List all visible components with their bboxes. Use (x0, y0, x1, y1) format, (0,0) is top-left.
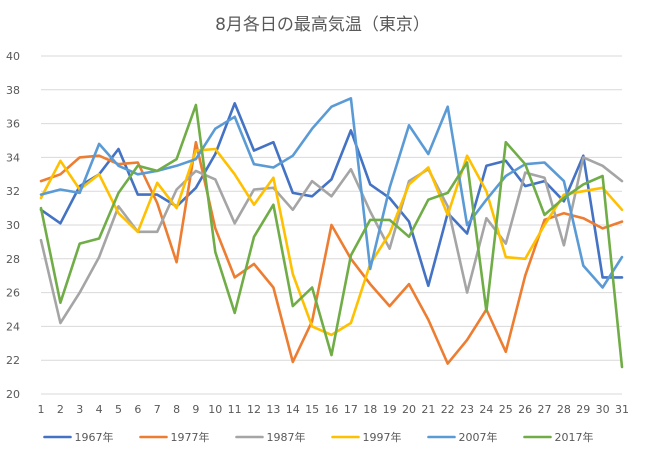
x-tick-label: 26 (518, 403, 532, 416)
x-tick-label: 1 (38, 403, 45, 416)
legend-label: 1977年 (171, 430, 210, 444)
x-tick-label: 20 (402, 403, 416, 416)
x-tick-label: 21 (421, 403, 435, 416)
chart-title: 8月各日の最高気温（東京） (215, 15, 430, 35)
y-tick-label: 26 (6, 287, 20, 300)
x-tick-label: 30 (596, 403, 610, 416)
x-tick-label: 19 (383, 403, 397, 416)
legend-label: 2017年 (555, 430, 594, 444)
y-tick-label: 20 (6, 388, 20, 401)
x-tick-label: 22 (441, 403, 455, 416)
x-tick-label: 27 (538, 403, 552, 416)
series-line-3 (39, 147, 624, 337)
y-tick-label: 24 (6, 320, 20, 333)
y-tick-label: 40 (6, 50, 20, 63)
x-tick-label: 18 (363, 403, 377, 416)
x-tick-label: 4 (96, 403, 103, 416)
x-tick-label: 15 (305, 403, 319, 416)
x-tick-label: 8 (173, 403, 180, 416)
y-tick-label: 28 (6, 253, 20, 266)
y-tick-label: 36 (6, 118, 20, 131)
x-tick-label: 14 (286, 403, 300, 416)
y-tick-label: 22 (6, 354, 20, 367)
legend-label: 1967年 (75, 430, 114, 444)
x-tick-label: 29 (576, 403, 590, 416)
x-tick-label: 5 (115, 403, 122, 416)
x-tick-label: 7 (154, 403, 161, 416)
x-tick-label: 11 (228, 403, 242, 416)
x-tick-label: 23 (460, 403, 474, 416)
y-tick-label: 38 (6, 84, 20, 97)
x-tick-label: 31 (615, 403, 629, 416)
y-tick-label: 30 (6, 219, 20, 232)
legend-label: 1987年 (267, 430, 306, 444)
x-tick-label: 25 (499, 403, 513, 416)
legend-label: 2007年 (459, 430, 498, 444)
x-tick-label: 13 (266, 403, 280, 416)
x-tick-label: 9 (192, 403, 199, 416)
series-line-5 (39, 103, 624, 369)
y-tick-label: 34 (6, 151, 20, 164)
legend-label: 1997年 (363, 430, 402, 444)
series-line-1 (39, 140, 624, 365)
x-tick-label: 24 (479, 403, 493, 416)
x-tick-label: 17 (344, 403, 358, 416)
x-tick-label: 6 (134, 403, 141, 416)
series-line-0 (39, 102, 624, 288)
x-tick-label: 16 (325, 403, 339, 416)
x-tick-label: 10 (208, 403, 222, 416)
x-tick-label: 2 (57, 403, 64, 416)
x-tick-label: 28 (557, 403, 571, 416)
y-tick-label: 32 (6, 185, 20, 198)
x-tick-label: 12 (247, 403, 261, 416)
x-tick-label: 3 (76, 403, 83, 416)
